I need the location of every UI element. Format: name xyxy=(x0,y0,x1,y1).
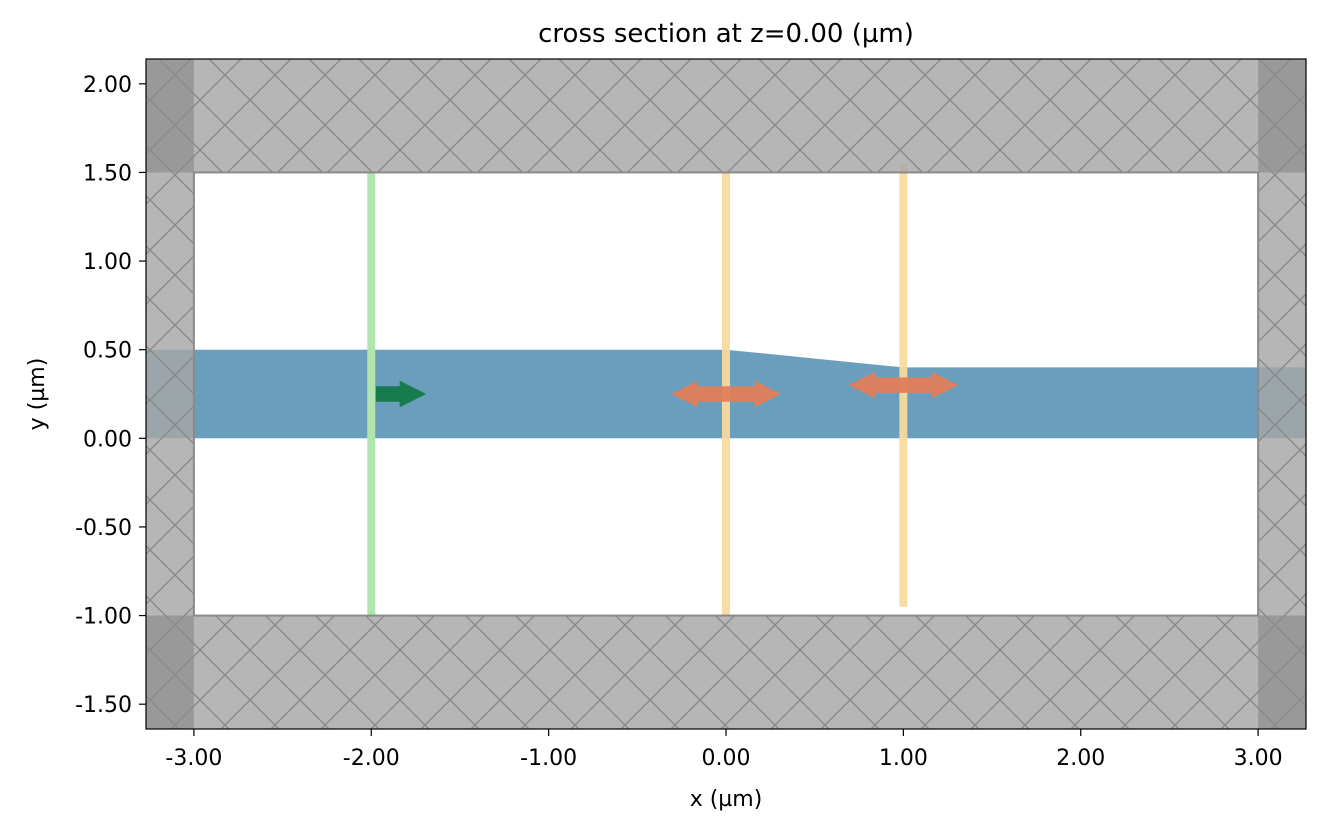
plot-area xyxy=(146,59,1306,729)
pml-bottom-hatch xyxy=(146,615,1306,729)
x-axis-label: x (µm) xyxy=(690,787,763,812)
y-tick-label: 0.00 xyxy=(83,427,132,452)
x-tick-label: 3.00 xyxy=(1234,746,1283,771)
y-axis-label: y (µm) xyxy=(25,358,50,431)
y-tick-label: -1.50 xyxy=(75,693,132,718)
pml-corner-3 xyxy=(1258,59,1306,173)
x-tick-label: 0.00 xyxy=(702,746,751,771)
y-tick-label: -0.50 xyxy=(75,516,132,541)
y-tick-label: 0.50 xyxy=(83,339,132,364)
pml-corner-1 xyxy=(146,59,194,173)
axes: -3.00 -2.00 -1.00 0.00 1.00 2.00 3.00 -1.50 -1.0… xyxy=(75,58,1307,771)
chart-title: cross section at z=0.00 (µm) xyxy=(538,19,914,49)
x-tick-label: -1.00 xyxy=(520,746,577,771)
x-tick-label: 1.00 xyxy=(879,746,928,771)
x-tick-label: 2.00 xyxy=(1056,746,1105,771)
x-tick-label: -2.00 xyxy=(343,746,400,771)
monitor-arrow-1 xyxy=(671,380,781,408)
y-tick-label: -1.00 xyxy=(75,605,132,630)
pml-corner-2 xyxy=(146,615,194,729)
y-tick-label: 1.00 xyxy=(83,250,132,275)
monitor-arrow-2 xyxy=(848,371,959,399)
simulation-boundary xyxy=(192,171,1260,617)
x-tick-label: -3.00 xyxy=(165,746,222,771)
source-plane xyxy=(367,172,376,616)
source-direction-arrow xyxy=(375,380,427,408)
pml-corner-4 xyxy=(1258,615,1306,729)
pml-top-hatch xyxy=(146,59,1306,173)
y-tick-label: 2.00 xyxy=(83,73,132,98)
y-tick-label: 1.50 xyxy=(83,161,132,186)
